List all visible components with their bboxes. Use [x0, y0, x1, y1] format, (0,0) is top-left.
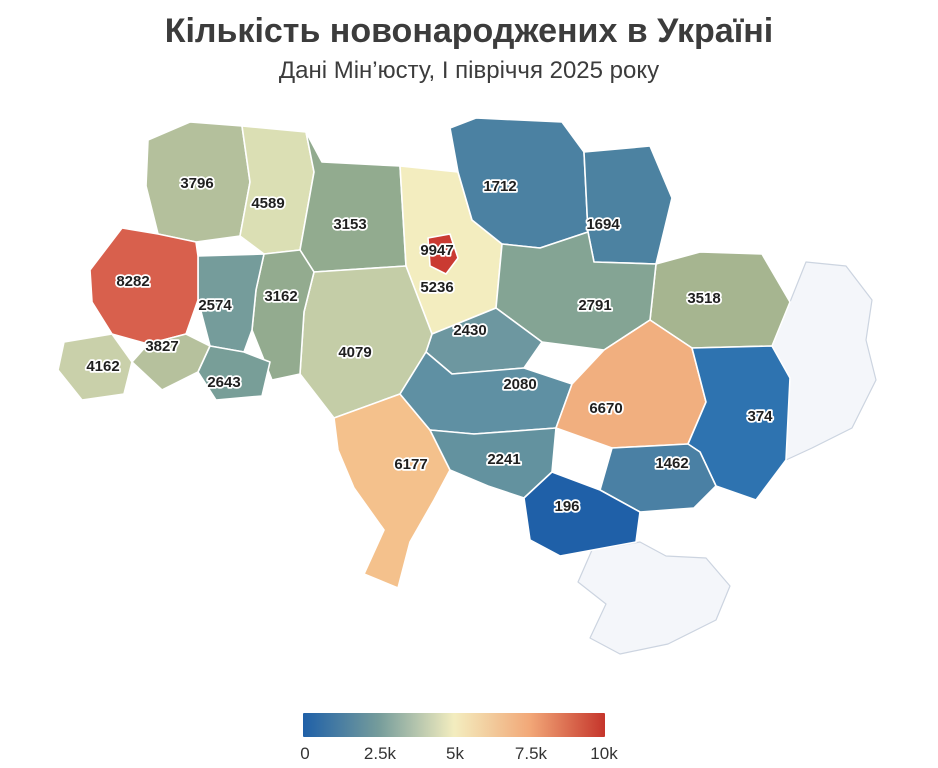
region-sumy[interactable]	[583, 145, 673, 265]
chart-subtitle: Дані Мін’юсту, І півріччя 2025 року	[278, 57, 660, 85]
region-kyiv-city[interactable]	[427, 233, 459, 275]
region-ternopil[interactable]	[197, 253, 265, 353]
chart-header: Кількість новонароджених в Україні Дані …	[0, 0, 938, 85]
region-lviv[interactable]	[89, 227, 199, 345]
region-donetsk[interactable]	[687, 345, 791, 501]
chart-title: Кількість новонароджених в Україні	[164, 12, 774, 50]
region-crimea-nodata[interactable]	[577, 541, 731, 655]
region-zakarpattia[interactable]	[57, 333, 133, 401]
region-zhytomyr[interactable]	[299, 131, 407, 273]
region-kherson[interactable]	[523, 471, 641, 557]
region-volyn[interactable]	[145, 121, 251, 243]
region-chernivtsi[interactable]	[197, 345, 271, 401]
